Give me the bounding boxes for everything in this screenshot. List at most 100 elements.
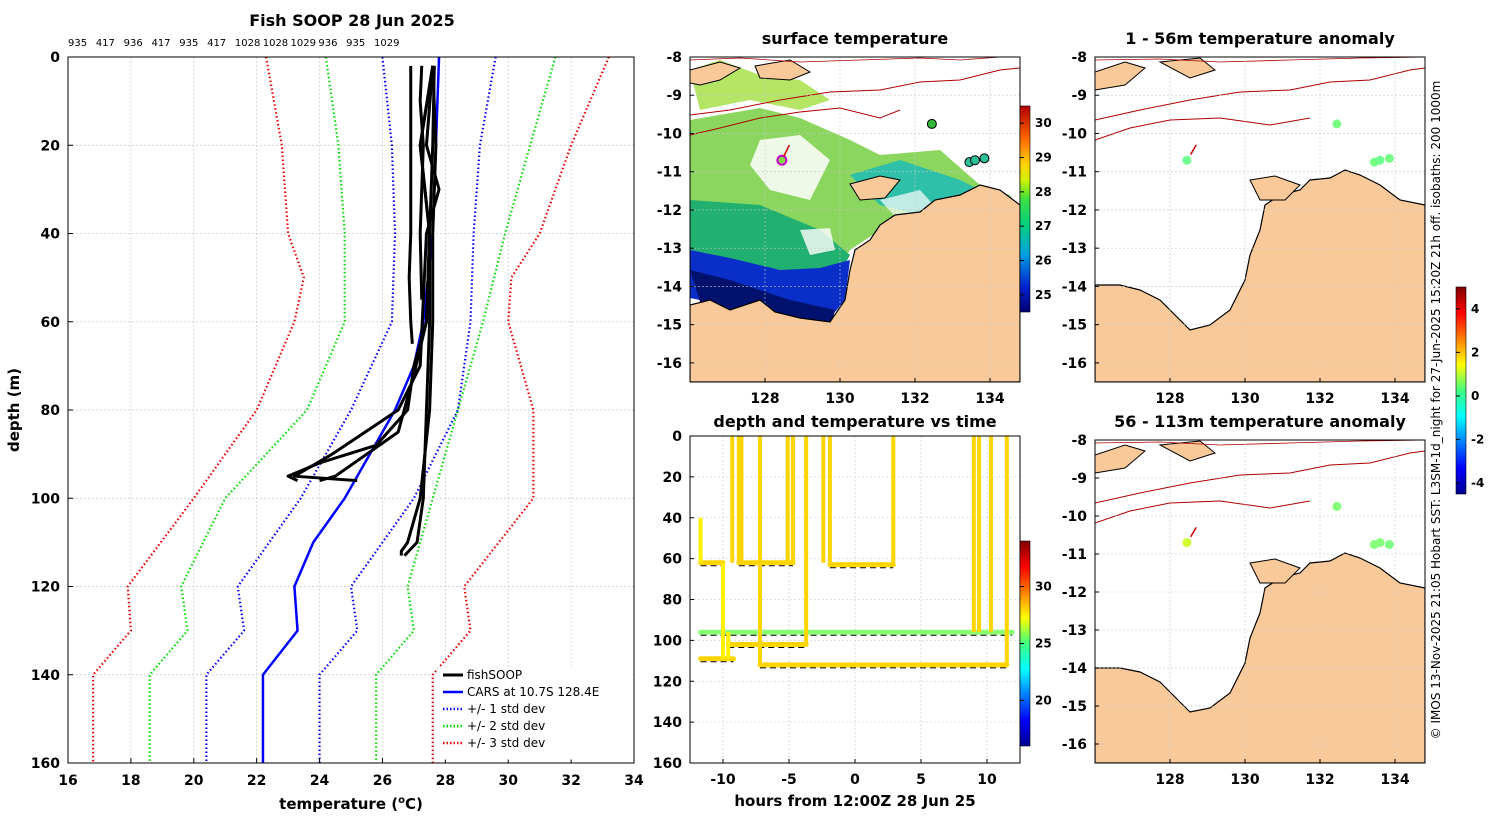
sst-cb-tick-label: 25: [1035, 288, 1052, 302]
profile-ytick-label: 20: [41, 138, 61, 154]
sst-xtick-label: 134: [975, 391, 1004, 407]
sst-cb-tick-label: 27: [1035, 219, 1052, 233]
time-x-ticks: -10 -5 0 5 10: [710, 759, 997, 788]
profile-ytick-label: 60: [41, 315, 61, 331]
sst-cb-tick-label: 26: [1035, 254, 1052, 268]
fish-profile-line: [319, 65, 435, 483]
sst-ytick-label: -14: [657, 279, 683, 295]
profile-top-label: 417: [151, 38, 170, 49]
profile-ytick-label: 160: [31, 756, 60, 772]
anom1-ytick-label: -10: [1062, 126, 1088, 142]
sst-title: surface temperature: [762, 29, 949, 48]
time-ytick-label: 160: [653, 756, 682, 772]
profile-xtick-label: 32: [561, 773, 580, 789]
sst-ytick-label: -16: [657, 356, 682, 372]
profile-xtick-label: 30: [498, 773, 518, 789]
time-series: [698, 436, 1015, 669]
anom2-xtick-label: 134: [1380, 772, 1409, 788]
anom2-station-marker: [1182, 538, 1192, 548]
fish-profile-line: [403, 65, 436, 557]
profile-xtick-label: 22: [247, 773, 266, 789]
time-xtick-label: 0: [850, 772, 860, 788]
sst-cb-tick-label: 28: [1035, 185, 1052, 199]
anom1-island-north2: [1158, 57, 1217, 79]
time-xtick-label: 5: [916, 772, 926, 788]
profile-top-label: 1029: [291, 38, 316, 49]
anomaly-panel-lower: 128 130 132 134 -8 -9 -10 -11 -12 -13 -14 -15 -16 5…: [1062, 286, 1484, 788]
anom2-island-north: [1095, 444, 1147, 474]
time-cb-tick-label: 20: [1035, 693, 1052, 707]
anom1-ytick-label: -15: [1062, 318, 1087, 334]
legend-fish: fishSOOP: [467, 668, 522, 682]
anom1-island-north: [1095, 61, 1147, 91]
profile-top-label: 417: [207, 38, 226, 49]
profile-xtick-label: 18: [121, 773, 140, 789]
anom1-ytick-label: -12: [1062, 203, 1087, 219]
time-title: depth and temperature vs time: [713, 412, 996, 431]
sst-x-ticks: 128 130 132 134: [750, 378, 1005, 407]
legend-cars: CARS at 10.7S 128.4E: [467, 685, 599, 699]
profile-top-label: 935: [68, 38, 87, 49]
profile-top-label: 936: [318, 38, 337, 49]
profile-xtick-label: 20: [184, 773, 204, 789]
time-xtick-label: 10: [977, 772, 997, 788]
sst-island-mid: [849, 175, 901, 201]
time-ytick-label: 120: [653, 674, 682, 690]
anom2-stations: [1182, 502, 1394, 549]
anom1-island: [1249, 175, 1301, 201]
anom2-ytick-label: -13: [1062, 623, 1087, 639]
anom2-ytick-label: -8: [1071, 433, 1087, 449]
anom2-ytick-label: -15: [1062, 699, 1087, 715]
anomaly-panel-upper: 128 130 132 134 -8 -9 -10 -11 -12 -13 -14 -15 -16 1…: [1062, 29, 1426, 407]
anom1-ytick-label: -9: [1071, 88, 1087, 104]
time-ytick-label: 80: [663, 593, 683, 609]
profile-top-labels: 935 417 936 417 935 417 1028 1028 1029 936 935 1029: [68, 38, 399, 49]
profile-title: Fish SOOP 28 Jun 2025: [249, 11, 455, 30]
anom-cb-tick-label: 0: [1471, 389, 1479, 403]
sst-ship-track: [783, 144, 791, 157]
sst-xtick-label: 130: [825, 391, 854, 407]
profile-ytick-label: 100: [31, 491, 60, 507]
anom1-xtick-label: 130: [1230, 391, 1259, 407]
anom2-station-marker: [1332, 502, 1342, 511]
sst-field-coldest: [690, 270, 835, 330]
sst-stations: [776, 118, 990, 168]
sst-ytick-label: -9: [666, 88, 682, 104]
time-ytick-label: 100: [653, 633, 682, 649]
anom2-ytick-label: -11: [1062, 547, 1087, 563]
fish-profile-line: [418, 65, 425, 300]
anom1-title: 1 - 56m temperature anomaly: [1125, 29, 1395, 48]
sst-colorbar-ticks: 30 29 28 27 26 25: [1020, 116, 1052, 302]
anom1-ytick-label: -11: [1062, 165, 1087, 181]
time-xlabel: hours from 12:00Z 28 Jun 25: [734, 792, 975, 810]
sst-cb-tick-label: 29: [1035, 151, 1052, 165]
anom2-ytick-label: -12: [1062, 585, 1087, 601]
time-ytick-label: 140: [653, 715, 682, 731]
fish-profile-line: [292, 65, 441, 483]
anom1-axes-box: [1094, 56, 1426, 383]
anom1-station-marker: [1375, 155, 1385, 165]
side-credit-text: © IMOS 13-Nov-2025 21:05 Hobart SST: L3S…: [1429, 81, 1443, 740]
cars-mean-line: [261, 56, 441, 763]
anom2-title: 56 - 113m temperature anomaly: [1114, 412, 1406, 431]
time-ytick-label: 0: [672, 429, 682, 445]
anom1-ytick-label: -14: [1062, 279, 1088, 295]
time-panel: -10 -5 0 5 10 0 20 40 60 80 100 120 140 160 depth an…: [653, 412, 1052, 810]
sst-cb-tick-label: 30: [1035, 116, 1052, 130]
profile-ytick-label: 140: [31, 668, 60, 684]
sst-panel: 128 130 132 134 -8 -9 -10 -11 -12 -13 -14 -15 -16 s…: [657, 29, 1052, 407]
time-xtick-label: -10: [710, 772, 736, 788]
time-y-ticks: 0 20 40 60 80 100 120 140 160: [653, 429, 694, 772]
profile-top-label: 935: [346, 38, 365, 49]
profile-xtick-label: 28: [436, 773, 455, 789]
anom1-ytick-label: -8: [1071, 50, 1087, 66]
profile-ytick-label: 0: [50, 50, 60, 66]
legend-sd2: +/- 2 std dev: [467, 719, 545, 733]
sst-isobath-north: [690, 57, 1001, 63]
anomaly-colorbar: [1455, 286, 1467, 495]
anom1-station-marker: [1384, 153, 1394, 163]
sst-station-marker: [926, 118, 937, 129]
anom-cb-tick-label: -2: [1471, 433, 1484, 447]
anom1-ship-track: [1189, 144, 1197, 155]
anom2-ship-track: [1189, 527, 1197, 538]
